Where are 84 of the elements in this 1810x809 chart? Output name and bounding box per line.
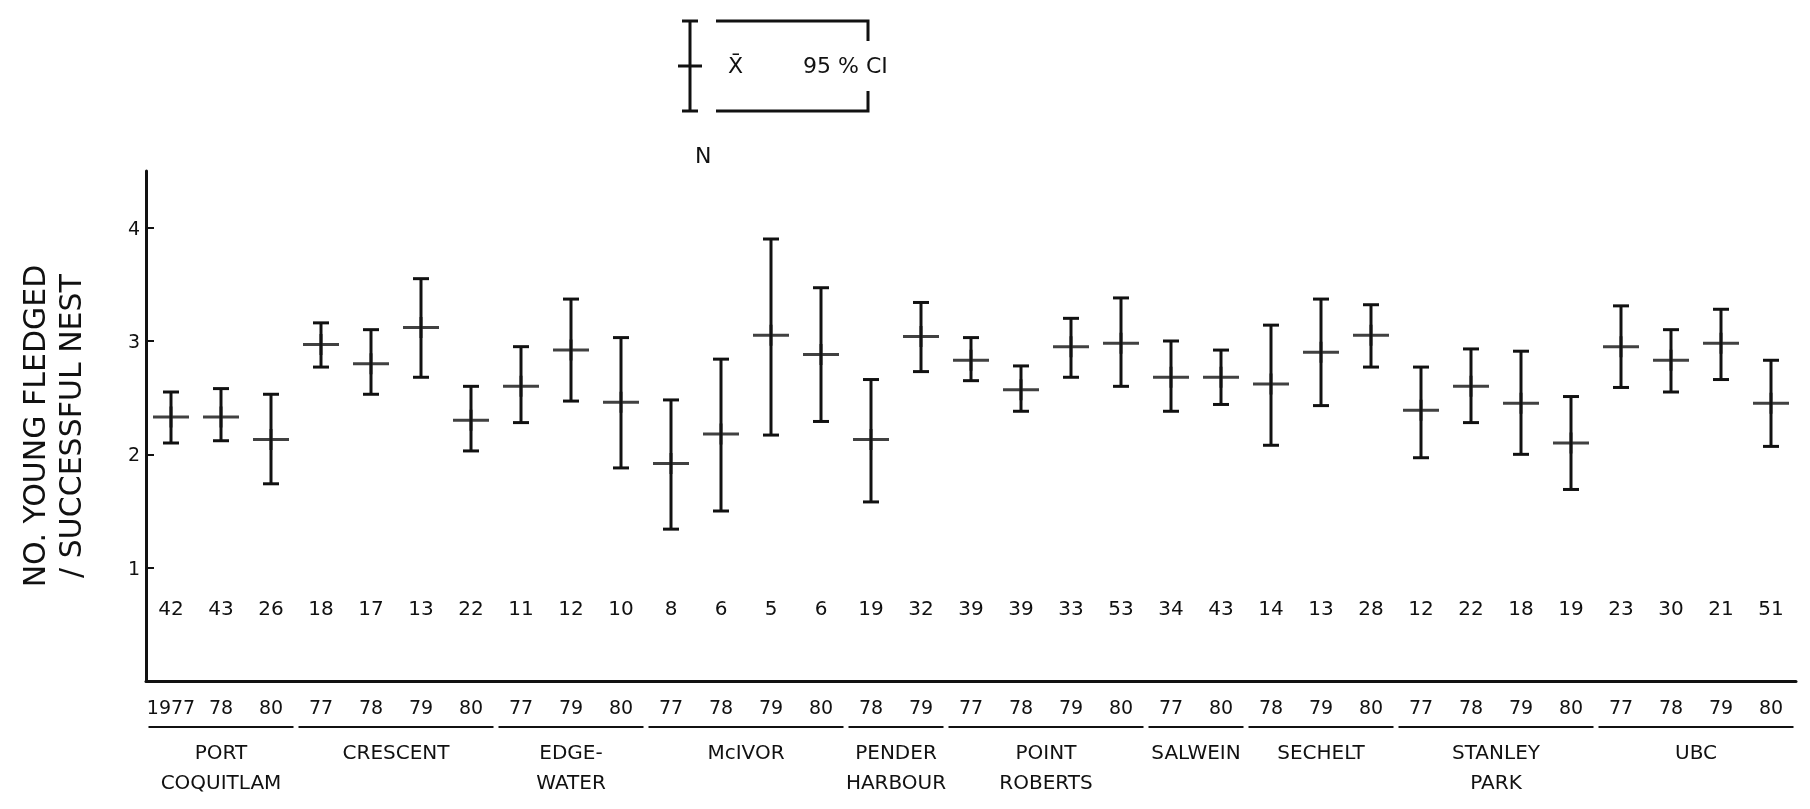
x-tick-label: 80 [608,695,634,718]
text: SALWEIN [1151,740,1241,764]
x-tick-label: 79 [558,695,584,718]
y-tick-label: 2 [127,443,140,466]
x-tick-label: 77 [958,695,984,718]
text: STANLEY PARK [1452,740,1541,794]
x-tick-label: 79 [1508,695,1534,718]
y-tick-label: 4 [127,216,140,239]
annotation: 51 [1758,596,1784,620]
x-tick-label: 80 [1558,695,1584,718]
x-tick-label: 80 [1358,695,1384,718]
annotation: 30 [1658,596,1684,620]
x-tick-label: 77 [1608,695,1634,718]
text: POINT ROBERTS [999,740,1093,794]
text: UBC [1675,740,1717,764]
text: PORT COQUITLAM [160,740,282,794]
x-tick-label: 78 [1658,695,1684,718]
annotation: 13 [1308,596,1334,620]
annotation: 13 [408,596,434,620]
annotation: 33 [1058,596,1084,620]
x-tick-label: 80 [1758,695,1784,718]
annotation: 34 [1158,596,1184,620]
annotation: 43 [1208,596,1234,620]
x-tick-label: 77 [308,695,334,718]
annotation: 6 [814,596,828,620]
annotation: 42 [158,596,184,620]
text: 95 % CI [803,53,888,78]
text: McIVOR [707,740,785,764]
y-axis-title: NO. YOUNG FLEDGED / SUCCESSFUL NEST [16,264,88,588]
text: CRESCENT [342,740,451,764]
x-tick-label: 77 [1408,695,1434,718]
x-tick-label: 78 [1458,695,1484,718]
x-tick-label: 78 [858,695,884,718]
x-tick-label: 80 [1108,695,1134,718]
x-tick-label: 79 [758,695,784,718]
x-tick-label: 80 [258,695,284,718]
annotation: 10 [608,596,634,620]
annotation: 43 [208,596,234,620]
annotation: 23 [1608,596,1634,620]
x-tick-label: 80 [808,695,834,718]
annotation: 19 [1558,596,1584,620]
annotation: 26 [258,596,284,620]
x-tick-label: 78 [708,695,734,718]
annotation: 32 [908,596,934,620]
annotation: 19 [858,596,884,620]
text: X̄ [728,53,744,78]
annotation: 39 [1008,596,1034,620]
annotation: 53 [1108,596,1134,620]
annotation: 18 [308,596,334,620]
annotation: 17 [358,596,384,620]
annotation: 28 [1358,596,1384,620]
annotation: 8 [664,596,678,620]
x-tick-label: 79 [408,695,434,718]
annotation: 12 [558,596,584,620]
x-tick-label: 79 [1058,695,1084,718]
text: N [695,143,712,168]
annotation: 22 [1458,596,1484,620]
x-tick-label: 79 [1708,695,1734,718]
annotation: 5 [764,596,778,620]
x-tick-label: 77 [658,695,684,718]
x-tick-label: 77 [508,695,534,718]
annotation: 11 [508,596,534,620]
annotation: 6 [714,596,728,620]
x-tick-label: 78 [1008,695,1034,718]
text: SECHELT [1277,740,1366,764]
annotation: 12 [1408,596,1434,620]
annotation: 21 [1708,596,1734,620]
annotation: 18 [1508,596,1534,620]
x-tick-label: 1977 [146,695,196,718]
x-tick-label: 78 [1258,695,1284,718]
x-tick-label: 78 [208,695,234,718]
x-tick-label: 80 [1208,695,1234,718]
text: EDGE- WATER [536,740,606,794]
x-tick-label: 77 [1158,695,1184,718]
x-tick-label: 79 [908,695,934,718]
x-tick-label: 78 [358,695,384,718]
y-tick-label: 3 [127,330,140,352]
text: PENDER HARBOUR [845,740,947,794]
x-tick-label: 79 [1308,695,1334,718]
annotation: 14 [1258,596,1284,620]
annotation: 22 [458,596,484,620]
annotation: 39 [958,596,984,620]
x-tick-label: 80 [458,695,484,718]
y-tick-label: 1 [127,556,140,579]
